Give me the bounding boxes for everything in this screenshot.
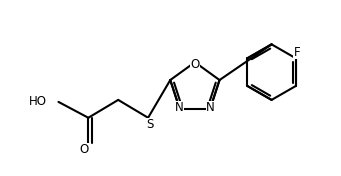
Text: O: O: [80, 143, 89, 156]
Text: O: O: [190, 58, 199, 71]
Text: S: S: [146, 118, 154, 131]
Text: N: N: [206, 101, 214, 114]
Text: F: F: [293, 46, 300, 59]
Text: N: N: [175, 101, 184, 114]
Text: HO: HO: [29, 95, 46, 108]
